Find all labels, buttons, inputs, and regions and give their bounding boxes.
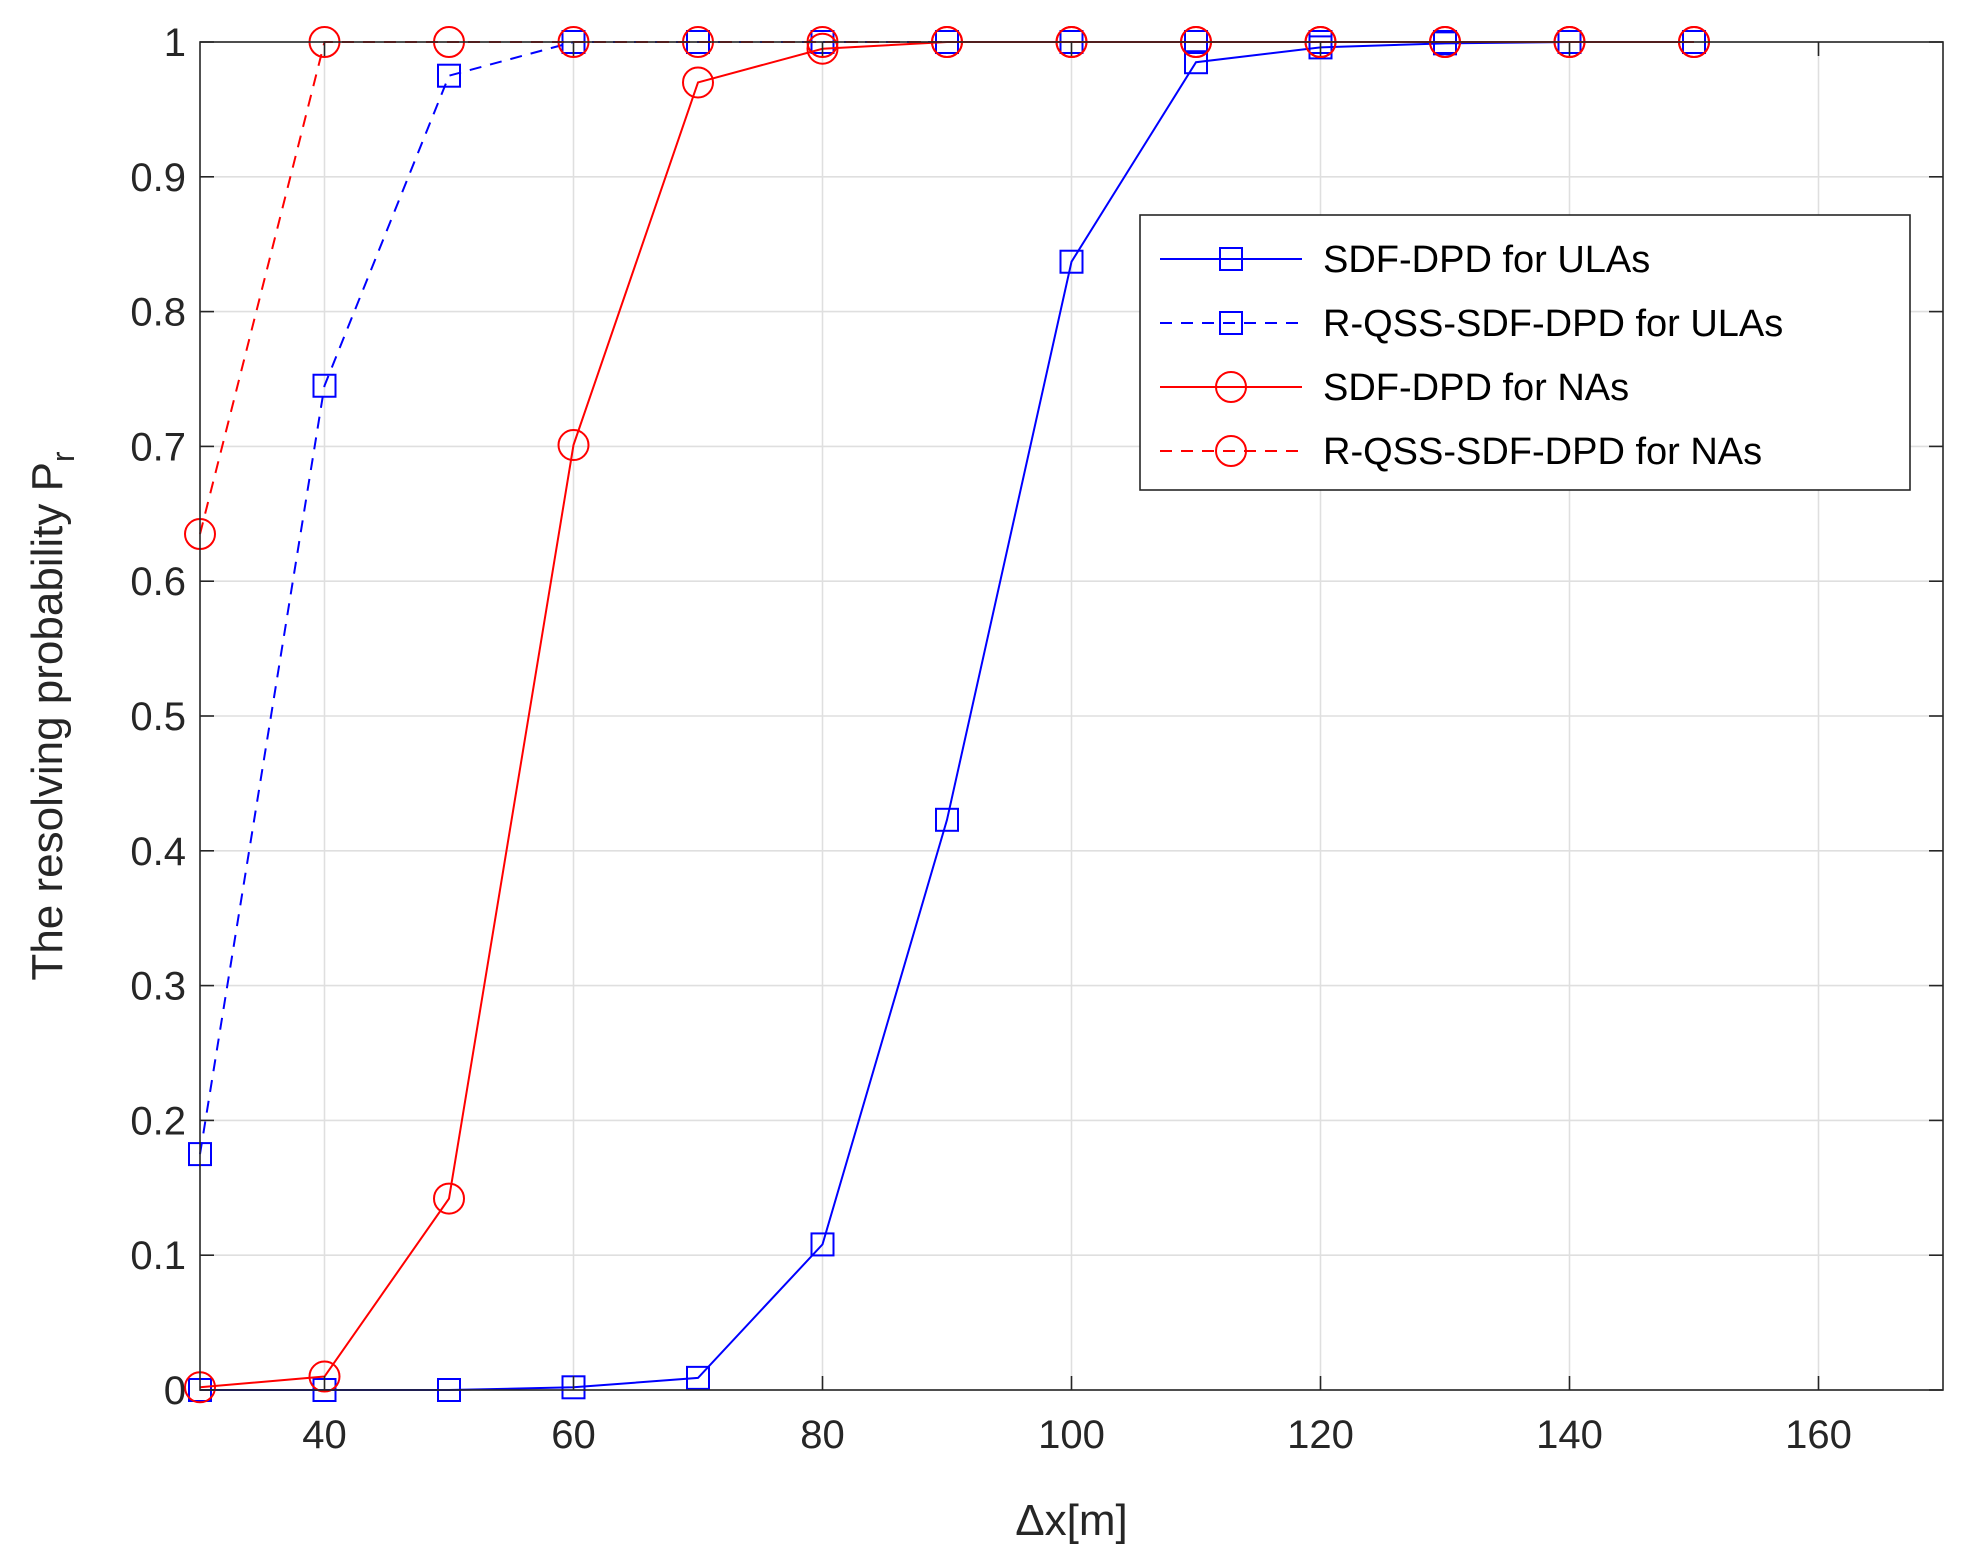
legend-label: SDF-DPD for ULAs [1323,239,1650,281]
y-tick-label: 0.9 [130,156,186,200]
data-point [806,32,839,65]
data-point [810,1232,835,1257]
legend-marker [1215,435,1247,467]
legend-marker [1215,371,1247,403]
y-axis-label-main: The resolving probability P [23,462,72,980]
y-axis-label-subscript: r [45,451,81,462]
y-axis-label: The resolving probability Pr [23,451,81,980]
x-tick-label: 160 [1785,1413,1852,1457]
y-tick-label: 0.6 [130,560,186,604]
x-tick-label: 100 [1038,1413,1105,1457]
y-tick-label: 0.5 [130,695,186,739]
legend-marker [1219,311,1243,335]
data-point [1059,249,1084,274]
legend-item: SDF-DPD for NAs [1160,367,1629,409]
legend-label: R-QSS-SDF-DPD for NAs [1323,431,1762,473]
x-tick-label: 40 [302,1413,347,1457]
y-tick-label: 0.8 [130,291,186,335]
data-point [1184,50,1208,75]
y-tick-label: 0.7 [130,425,186,469]
y-tick-label: 0.2 [130,1099,186,1143]
data-point [433,1182,465,1215]
data-point [935,807,959,832]
x-tick-label: 120 [1287,1413,1354,1457]
x-axis-label: Δx[m] [1015,1496,1128,1545]
y-tick-label: 0.4 [130,830,186,874]
data-point [557,429,590,462]
legend-label: R-QSS-SDF-DPD for ULAs [1323,303,1783,345]
data-point [312,373,337,398]
legend-items: SDF-DPD for ULAs R-QSS-SDF-DPD for ULAs SD… [1160,239,1783,473]
data-point [437,63,461,88]
legend: SDF-DPD for ULAs R-QSS-SDF-DPD for ULAs SD… [1139,214,1911,491]
y-tick-label: 0.3 [130,965,186,1009]
legend-label: SDF-DPD for NAs [1323,367,1629,409]
legend-marker [1219,247,1243,271]
legend-item: R-QSS-SDF-DPD for ULAs [1160,303,1783,345]
legend-box [1139,214,1911,491]
data-point [308,1360,341,1393]
x-tick-label: 140 [1536,1413,1603,1457]
x-tick-label: 60 [551,1413,596,1457]
y-tick-label: 0 [164,1369,186,1413]
x-tick-label: 80 [800,1413,845,1457]
data-point [682,66,714,99]
legend-item: SDF-DPD for ULAs [1160,239,1650,281]
data-point [686,1365,710,1390]
y-tick-label: 1 [164,21,186,65]
y-tick-label: 0.1 [130,1234,186,1278]
legend-item: R-QSS-SDF-DPD for NAs [1160,431,1762,473]
axis-ticks: 40 60 80 100 120 140 160 0 0.1 0.2 0.3 0.4 0.5 0.6 0.7… [130,21,1943,1457]
